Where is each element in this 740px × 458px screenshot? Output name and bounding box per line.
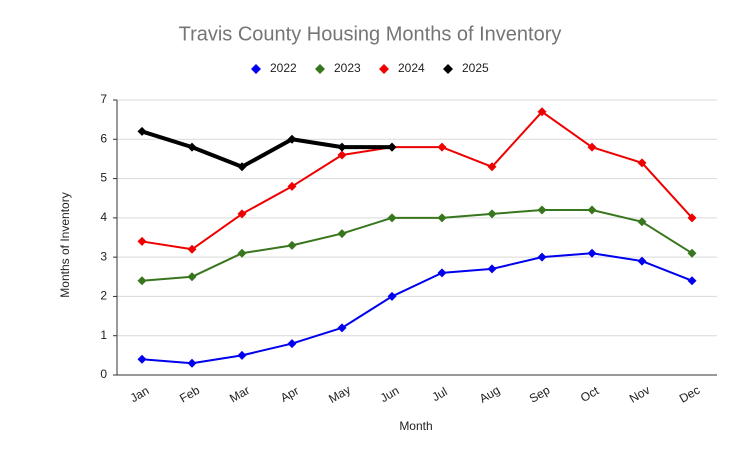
point-marker: [237, 162, 247, 172]
x-tick-label: Oct: [578, 383, 602, 405]
point-marker: [137, 276, 147, 286]
series-line: [141, 209, 693, 282]
point-marker: [387, 213, 397, 223]
point-marker: [337, 150, 347, 160]
point-marker: [337, 142, 347, 152]
y-tick-label: 6: [100, 131, 107, 145]
point-marker: [137, 236, 147, 246]
point-marker: [487, 162, 497, 172]
y-tick-label: 7: [100, 92, 107, 106]
chart-title: Travis County Housing Months of Inventor…: [179, 23, 562, 45]
legend-marker: [379, 64, 389, 74]
x-axis-label: Month: [399, 419, 432, 433]
y-tick-label: 5: [100, 171, 107, 185]
legend-label: 2024: [398, 61, 425, 75]
y-tick-label: 1: [100, 328, 107, 342]
point-marker: [587, 142, 597, 152]
series-line: [141, 110, 693, 251]
point-marker: [487, 264, 497, 274]
y-tick-label: 4: [100, 210, 107, 224]
point-marker: [137, 126, 147, 136]
point-marker: [437, 213, 447, 223]
legend-label: 2025: [462, 61, 489, 75]
legend-marker: [251, 64, 261, 74]
x-tick-label: Sep: [527, 383, 553, 406]
point-marker: [187, 142, 197, 152]
point-marker: [237, 248, 247, 258]
point-marker: [687, 248, 697, 258]
point-marker: [537, 252, 547, 262]
y-tick-label: 2: [100, 289, 107, 303]
point-marker: [287, 339, 297, 349]
x-tick-label: Aug: [477, 383, 502, 406]
point-marker: [337, 229, 347, 239]
x-tick-label: Mar: [227, 383, 252, 405]
point-marker: [437, 268, 447, 278]
series-line: [141, 252, 693, 365]
x-tick-label: Jun: [378, 383, 402, 405]
legend-label: 2023: [334, 61, 361, 75]
point-marker: [437, 142, 447, 152]
point-marker: [537, 107, 547, 117]
x-tick-label: Jan: [128, 383, 152, 405]
point-marker: [337, 323, 347, 333]
point-marker: [287, 181, 297, 191]
y-tick-label: 0: [100, 367, 107, 381]
y-tick-label: 3: [100, 249, 107, 263]
y-axis-label: Months of Inventory: [58, 192, 72, 297]
legend-marker: [315, 64, 325, 74]
x-tick-label: Nov: [627, 383, 652, 406]
x-tick-label: Jul: [429, 384, 449, 404]
x-tick-label: Dec: [677, 383, 702, 406]
point-marker: [637, 256, 647, 266]
point-marker: [587, 205, 597, 215]
point-marker: [487, 209, 497, 219]
point-marker: [187, 244, 197, 254]
point-marker: [637, 158, 647, 168]
point-marker: [237, 350, 247, 360]
point-marker: [187, 272, 197, 282]
legend-marker: [443, 64, 453, 74]
point-marker: [287, 240, 297, 250]
point-marker: [687, 276, 697, 286]
point-marker: [237, 209, 247, 219]
x-tick-label: Feb: [177, 383, 202, 406]
point-marker: [187, 358, 197, 368]
point-marker: [587, 248, 597, 258]
point-marker: [387, 291, 397, 301]
point-marker: [687, 213, 697, 223]
legend-label: 2022: [270, 61, 297, 75]
x-tick-label: May: [326, 383, 353, 406]
point-marker: [637, 217, 647, 227]
x-tick-label: Apr: [278, 384, 301, 405]
point-marker: [387, 142, 397, 152]
point-marker: [537, 205, 547, 215]
series-line: [141, 129, 392, 169]
point-marker: [287, 134, 297, 144]
point-marker: [137, 354, 147, 364]
